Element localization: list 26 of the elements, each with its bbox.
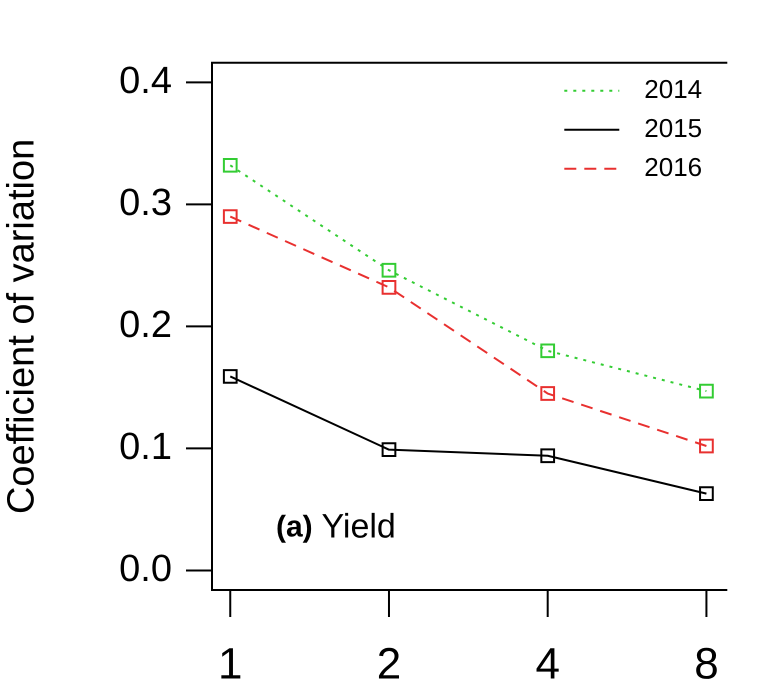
y-tick-label: 0.2 xyxy=(119,304,172,346)
x-tick-label: 8 xyxy=(694,640,719,689)
legend-label: 2014 xyxy=(644,74,702,104)
point xyxy=(382,280,396,295)
point xyxy=(699,438,714,454)
y-axis-title: Coefficient of variation xyxy=(0,138,42,514)
point xyxy=(382,262,396,278)
point xyxy=(699,486,714,501)
point xyxy=(540,343,556,358)
y-tick-label: 0.0 xyxy=(119,548,172,590)
point xyxy=(222,369,238,384)
x-tick-label: 1 xyxy=(218,640,242,689)
point xyxy=(540,386,556,401)
y-tick-label: 0.1 xyxy=(119,426,172,468)
y-tick-label: 0.3 xyxy=(119,182,172,224)
point xyxy=(382,442,396,458)
y-tick-label: 0.4 xyxy=(119,60,172,102)
legend-label: 2015 xyxy=(644,112,702,143)
x-tick-label: 2 xyxy=(376,640,402,689)
x-tick-label: 4 xyxy=(535,640,560,689)
annotation: (a) Yield xyxy=(276,507,396,546)
point xyxy=(540,448,556,464)
legend-label: 2016 xyxy=(644,152,702,182)
point xyxy=(699,384,714,398)
point xyxy=(222,209,238,224)
point xyxy=(222,158,238,173)
